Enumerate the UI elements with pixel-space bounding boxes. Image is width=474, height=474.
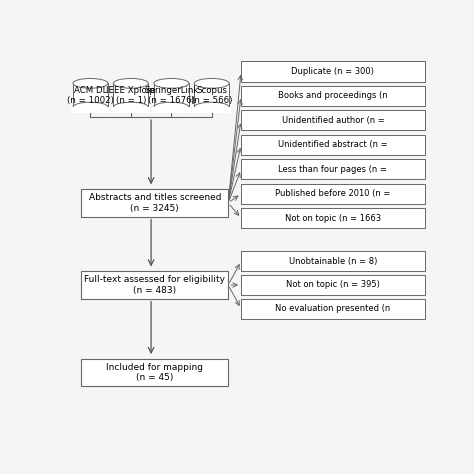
Bar [241,86,425,106]
Bar [241,251,425,271]
Bar [241,208,425,228]
Ellipse shape [194,102,229,112]
Text: Books and proceedings (n: Books and proceedings (n [278,91,388,100]
Text: IEEE Xplore
(n = 1): IEEE Xplore (n = 1) [106,85,155,105]
Text: Not on topic (n = 1663: Not on topic (n = 1663 [285,214,381,223]
Text: ACM DL
(n = 1002): ACM DL (n = 1002) [67,85,114,105]
Ellipse shape [113,79,148,88]
Bar [241,159,425,179]
Bar [192,107,231,113]
Text: Abstracts and titles screened
(n = 3245): Abstracts and titles screened (n = 3245) [89,193,221,212]
Bar [154,83,189,107]
Bar [241,110,425,130]
Text: SpringerLink
(n = 1676): SpringerLink (n = 1676) [144,85,199,105]
Bar [82,189,228,217]
Bar [194,83,229,107]
Ellipse shape [73,79,108,88]
Ellipse shape [154,102,189,112]
Ellipse shape [113,102,148,112]
Bar [111,107,150,113]
Bar [241,275,425,295]
Bar [152,107,191,113]
Text: Unidentified author (n =: Unidentified author (n = [282,116,384,125]
Bar [71,107,110,113]
Text: No evaluation presented (n: No evaluation presented (n [275,304,391,313]
Ellipse shape [194,79,229,88]
Text: Full-text assessed for eligibility
(n = 483): Full-text assessed for eligibility (n = … [84,275,225,295]
Bar [241,135,425,155]
Text: Unobtainable (n = 8): Unobtainable (n = 8) [289,257,377,266]
Text: Unidentified abstract (n =: Unidentified abstract (n = [278,140,388,149]
Bar [73,83,108,107]
Ellipse shape [154,79,189,88]
Text: Included for mapping
(n = 45): Included for mapping (n = 45) [106,363,203,383]
Text: Less than four pages (n =: Less than four pages (n = [279,165,387,174]
Bar [241,62,425,82]
Text: Duplicate (n = 300): Duplicate (n = 300) [292,67,374,76]
Bar [241,299,425,319]
Ellipse shape [73,102,108,112]
Bar [113,83,148,107]
Text: Published before 2010 (n =: Published before 2010 (n = [275,189,391,198]
Bar [82,271,228,299]
Bar [82,359,228,386]
Text: Not on topic (n = 395): Not on topic (n = 395) [286,281,380,290]
Text: Scopus
(n = 566): Scopus (n = 566) [191,85,232,105]
Bar [241,184,425,204]
